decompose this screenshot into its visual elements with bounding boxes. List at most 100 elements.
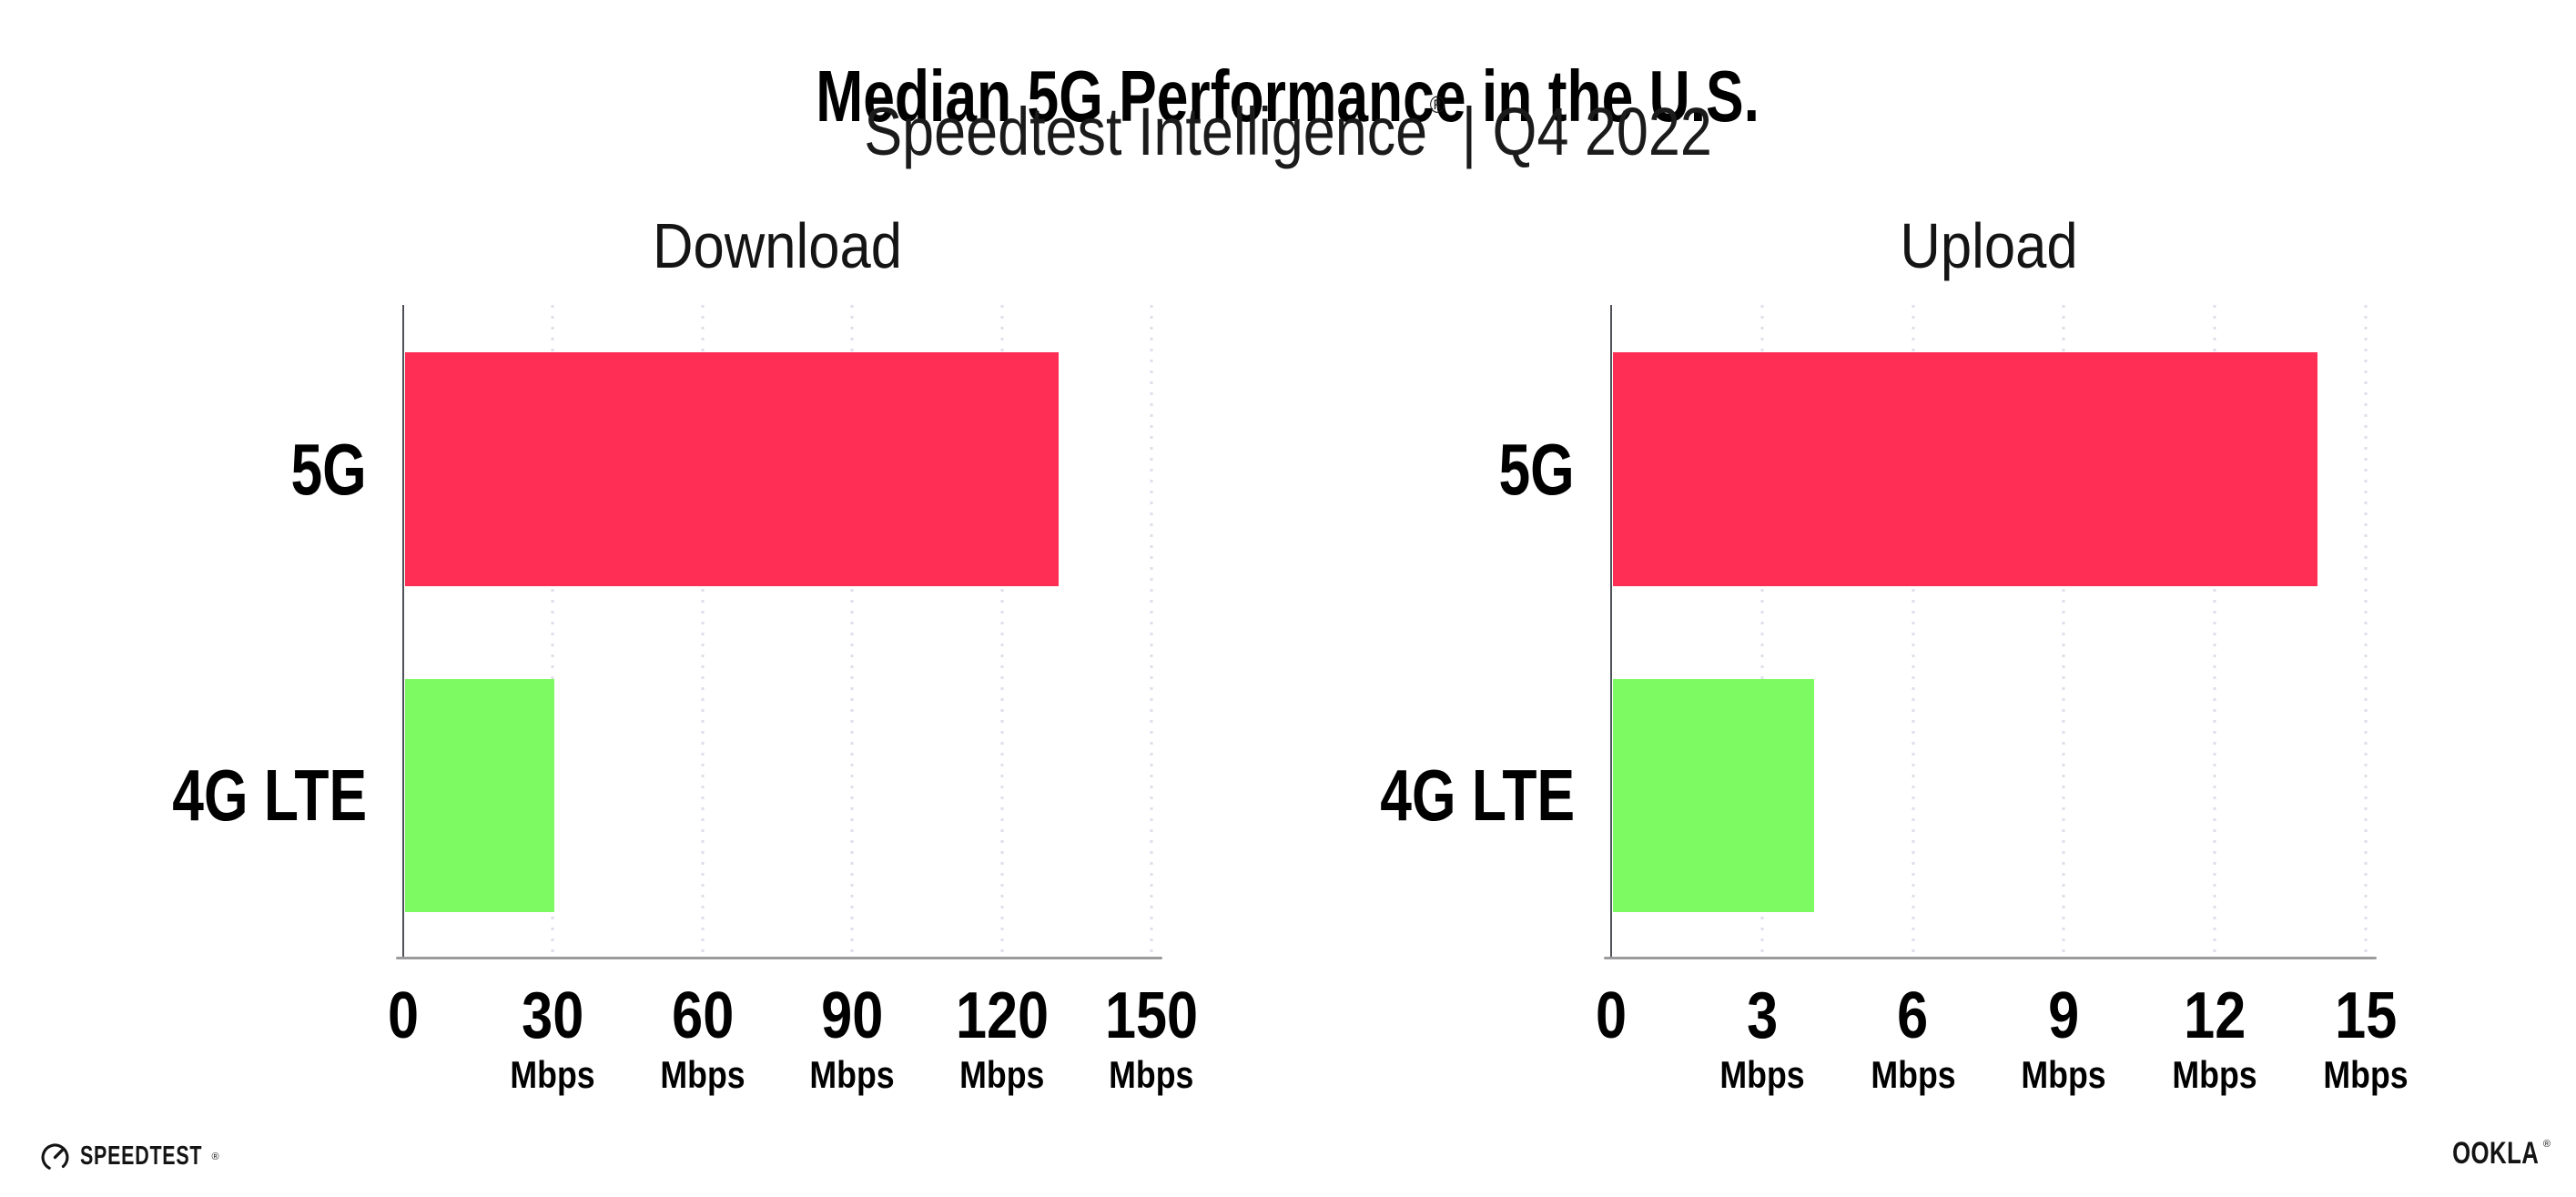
- tick-value: 15: [2316, 983, 2416, 1049]
- ookla-wordmark: OOKLA: [2452, 1136, 2540, 1171]
- bar-5g: [405, 352, 1059, 586]
- chart-download: Download 0 30 Mbps 60 Mbps 90 Mbps 120 Mbps 150 Mb…: [172, 214, 1198, 1094]
- axis-tick: 0: [385, 983, 421, 1094]
- tick-unit: Mbps: [802, 1056, 902, 1094]
- chart-title: Download: [635, 214, 918, 278]
- tick-value: 9: [2014, 983, 2115, 1049]
- tick-value: 60: [653, 983, 753, 1049]
- x-axis-line: [396, 957, 1162, 959]
- tick-value: 6: [1863, 983, 1963, 1049]
- gridline: [551, 305, 554, 958]
- subtitle-period: | Q4 2022: [1461, 94, 1712, 169]
- tick-unit-text: Mbps: [958, 1053, 1045, 1096]
- speedtest-registered-mark: ®: [211, 1151, 219, 1162]
- axis-tick: 9 Mbps: [2014, 983, 2115, 1094]
- axis-tick: 12 Mbps: [2165, 983, 2265, 1094]
- bar-4g-lte: [1613, 679, 1815, 912]
- category-label-5g: 5G: [269, 428, 367, 510]
- tick-value: 120: [948, 983, 1057, 1049]
- speedtest-logo: SPEEDTEST ®: [38, 1140, 219, 1173]
- gridline: [2364, 305, 2368, 958]
- y-axis-line: [1610, 305, 1612, 958]
- tick-unit: [385, 1056, 421, 1094]
- tick-value-text: 12: [2184, 979, 2246, 1052]
- x-axis-line: [1604, 957, 2377, 959]
- category-label-text: 5G: [290, 428, 367, 510]
- tick-unit-text: Mbps: [1109, 1053, 1194, 1096]
- tick-value: 0: [385, 983, 421, 1049]
- tick-value: 3: [1712, 983, 1812, 1049]
- category-label-text: 4G LTE: [172, 755, 367, 836]
- tick-value: 90: [802, 983, 902, 1049]
- tick-value-text: 0: [387, 979, 420, 1052]
- gridline: [1912, 305, 1915, 958]
- ookla-registered-mark: ®: [2542, 1139, 2551, 1150]
- ookla-logo: OOKLA ®: [2425, 1138, 2551, 1169]
- plot-area: 0 3 Mbps 6 Mbps 9 Mbps 12 Mbps 15 Mbps 5G 4G LTE: [1380, 305, 2409, 1094]
- speedtest-wordmark: SPEEDTEST: [80, 1141, 203, 1171]
- page-title-text: Median 5G Performance in the U.S.: [816, 55, 1760, 137]
- tick-unit: Mbps: [653, 1056, 753, 1094]
- tick-unit: Mbps: [2316, 1056, 2416, 1094]
- plot-area: 0 30 Mbps 60 Mbps 90 Mbps 120 Mbps 150 Mbps 5G 4G LT…: [172, 305, 1198, 1094]
- tick-unit-text: Mbps: [2323, 1053, 2409, 1096]
- bar-5g: [1613, 352, 2317, 586]
- tick-value: 12: [2165, 983, 2265, 1049]
- tick-unit-text: Mbps: [809, 1053, 895, 1096]
- gridline: [2213, 305, 2216, 958]
- axis-tick: 6 Mbps: [1863, 983, 1963, 1094]
- axis-tick: 0: [1593, 983, 1629, 1094]
- tick-value-text: 15: [2334, 979, 2398, 1052]
- tick-value-text: 3: [1746, 979, 1778, 1052]
- tick-unit-text: Mbps: [2172, 1053, 2257, 1096]
- tick-value-text: 90: [821, 979, 884, 1052]
- page-subtitle: Speedtest Intelligence® | Q4 2022: [0, 91, 2576, 170]
- tick-unit-text: Mbps: [1870, 1053, 1956, 1096]
- tick-unit-text: Mbps: [2021, 1053, 2106, 1096]
- tick-value: 0: [1593, 983, 1629, 1049]
- axis-tick: 90 Mbps: [802, 983, 902, 1094]
- gridline: [1000, 305, 1004, 958]
- tick-value-text: 60: [671, 979, 734, 1052]
- axis-tick: 15 Mbps: [2316, 983, 2416, 1094]
- tick-value: 30: [503, 983, 603, 1049]
- chart-title-text: Download: [653, 210, 902, 281]
- tick-unit: Mbps: [1712, 1056, 1812, 1094]
- y-axis-line: [402, 305, 404, 958]
- tick-value-text: 9: [2048, 979, 2080, 1052]
- category-label-text: 5G: [1498, 428, 1575, 510]
- tick-unit-text: Mbps: [510, 1053, 595, 1096]
- tick-unit: Mbps: [2165, 1056, 2265, 1094]
- tick-value: 150: [1097, 983, 1206, 1049]
- bar-4g-lte: [405, 679, 555, 912]
- page-title: Median 5G Performance in the U.S.: [0, 55, 2576, 138]
- axis-tick: 60 Mbps: [653, 983, 753, 1094]
- gridline: [2062, 305, 2065, 958]
- tick-value-text: 150: [1104, 979, 1199, 1052]
- axis-tick: 3 Mbps: [1712, 983, 1812, 1094]
- gridline: [1150, 305, 1153, 958]
- gridline: [701, 305, 705, 958]
- tick-unit: Mbps: [1863, 1056, 1963, 1094]
- tick-value-text: 0: [1595, 979, 1628, 1052]
- tick-unit: Mbps: [948, 1056, 1057, 1094]
- registered-mark: ®: [1429, 91, 1445, 118]
- page-subtitle-text: Speedtest Intelligence® | Q4 2022: [864, 91, 1712, 170]
- speedtest-gauge-icon: [41, 1143, 69, 1172]
- tick-unit-text: Mbps: [1719, 1053, 1805, 1096]
- tick-unit-text: Mbps: [660, 1053, 745, 1096]
- tick-value-text: 120: [955, 979, 1049, 1052]
- tick-value-text: 6: [1897, 979, 1929, 1052]
- chart-title-text: Upload: [1899, 210, 2078, 281]
- category-label-5g: 5G: [1477, 428, 1575, 510]
- tick-value-text: 30: [522, 979, 584, 1052]
- tick-unit: [1593, 1056, 1629, 1094]
- gridline: [1760, 305, 1764, 958]
- category-label-4g-lte: 4G LTE: [1325, 759, 1575, 832]
- axis-tick: 120 Mbps: [948, 983, 1057, 1094]
- chart-title: Upload: [1888, 214, 2090, 278]
- tick-unit: Mbps: [2014, 1056, 2115, 1094]
- axis-tick: 30 Mbps: [503, 983, 603, 1094]
- tick-unit: Mbps: [503, 1056, 603, 1094]
